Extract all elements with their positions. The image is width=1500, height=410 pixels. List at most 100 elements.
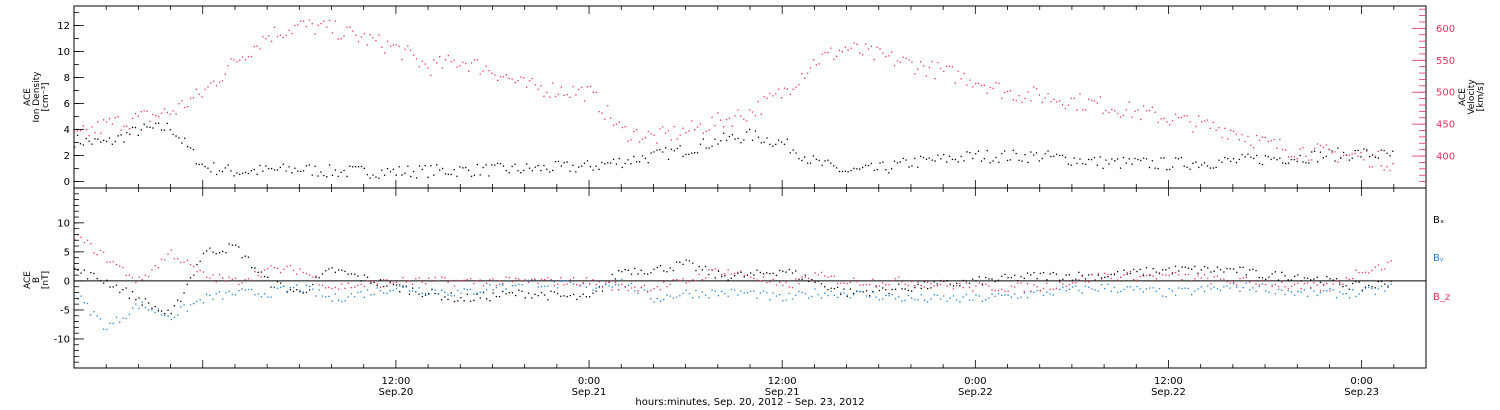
data-point	[1277, 279, 1280, 281]
data-point	[462, 61, 464, 64]
data-point	[1352, 288, 1354, 291]
data-point	[1271, 273, 1273, 275]
data-point	[222, 250, 224, 253]
data-point	[665, 132, 667, 134]
data-point	[1026, 272, 1029, 274]
data-point	[1035, 152, 1038, 154]
magnetic-field-plot	[74, 234, 1426, 331]
data-point	[1120, 290, 1122, 293]
data-point	[441, 167, 444, 170]
data-point	[543, 95, 545, 97]
data-point	[743, 276, 745, 278]
data-point	[119, 291, 121, 294]
data-point	[1258, 162, 1261, 165]
x-tick-time-label: 12:00	[768, 376, 797, 387]
data-point	[1319, 281, 1322, 283]
data-point	[204, 88, 206, 91]
data-point	[1216, 275, 1219, 277]
data-point	[1364, 271, 1367, 273]
data-point	[1287, 290, 1289, 292]
data-point	[386, 168, 389, 170]
data-point	[412, 283, 414, 285]
data-point	[286, 290, 288, 292]
data-point	[1316, 284, 1318, 286]
data-point	[1041, 157, 1043, 160]
data-point	[155, 115, 157, 117]
data-point	[459, 65, 461, 67]
data-point	[585, 296, 588, 298]
data-point	[1256, 154, 1258, 157]
data-point	[1293, 156, 1295, 158]
data-point	[637, 290, 639, 292]
data-point	[778, 139, 780, 141]
data-point	[634, 267, 636, 270]
data-point	[415, 290, 417, 293]
data-point	[1229, 268, 1231, 270]
data-point	[1001, 275, 1003, 277]
data-point	[870, 45, 872, 47]
data-point	[239, 59, 241, 61]
data-point	[1232, 130, 1235, 132]
data-point	[378, 34, 380, 36]
data-point	[302, 20, 305, 22]
data-point	[418, 287, 420, 289]
data-point	[1158, 288, 1161, 290]
data-point	[499, 163, 502, 165]
data-point	[818, 63, 820, 65]
data-point	[992, 160, 994, 162]
data-point	[148, 309, 150, 311]
data-point	[922, 65, 925, 67]
data-point	[373, 293, 375, 296]
data-point	[468, 169, 470, 171]
data-point	[202, 302, 205, 304]
data-point	[789, 93, 791, 96]
data-point	[830, 290, 832, 292]
data-point	[1306, 295, 1309, 297]
data-point	[265, 38, 267, 40]
data-point	[247, 288, 250, 291]
data-point	[856, 168, 858, 170]
data-point	[573, 277, 575, 279]
data-point	[844, 170, 846, 172]
data-point	[917, 281, 919, 283]
data-point	[299, 268, 301, 270]
data-point	[421, 60, 423, 62]
data-point	[233, 59, 235, 61]
data-point	[241, 257, 243, 259]
data-point	[750, 272, 752, 274]
data-point	[737, 137, 739, 140]
data-point	[1177, 158, 1180, 160]
data-point	[1209, 127, 1211, 129]
data-point	[669, 267, 671, 269]
data-point	[885, 284, 887, 286]
data-point	[363, 285, 365, 288]
data-point	[1345, 285, 1347, 287]
data-point	[468, 70, 470, 72]
data-point	[814, 281, 816, 283]
data-point	[615, 123, 618, 125]
data-point	[302, 170, 305, 172]
data-point	[1059, 288, 1061, 291]
data-point	[1125, 109, 1127, 111]
data-point	[1169, 168, 1171, 171]
data-point	[1039, 290, 1041, 292]
data-point	[288, 29, 290, 31]
data-point	[728, 117, 731, 119]
data-point	[1325, 144, 1327, 146]
data-point	[492, 292, 494, 294]
data-point	[514, 163, 516, 165]
data-point	[891, 288, 893, 291]
data-point	[1229, 287, 1231, 289]
data-point	[431, 280, 433, 283]
data-point	[369, 177, 371, 179]
data-point	[627, 269, 629, 271]
data-point	[350, 293, 353, 295]
data-point	[927, 288, 929, 290]
data-point	[972, 86, 974, 88]
data-point	[576, 283, 578, 286]
data-point	[1232, 282, 1235, 284]
data-point	[106, 328, 108, 331]
data-point	[289, 287, 291, 289]
data-point	[1358, 272, 1360, 274]
data-point	[1111, 108, 1113, 111]
